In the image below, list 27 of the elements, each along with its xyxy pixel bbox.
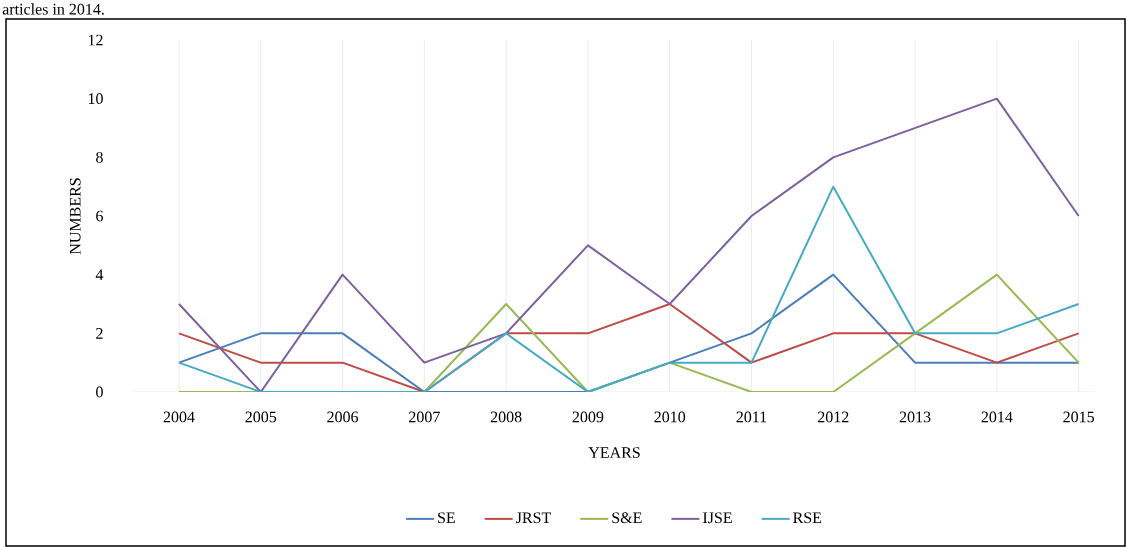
y-tick-label: 4 [95, 269, 104, 280]
x-tick-label: 2006 [327, 411, 359, 423]
x-tick-label: 2004 [163, 411, 195, 423]
legend-label: JRST [516, 512, 552, 524]
text: articles in 2014. [2, 3, 104, 15]
legend-label: SE [438, 512, 455, 524]
legend-label: RSE [793, 512, 822, 524]
x-tick-label: 2012 [817, 411, 849, 423]
x-tick-label: 2014 [981, 411, 1013, 423]
x-tick-label: 2015 [1063, 411, 1095, 423]
x-tick-label: 2007 [409, 411, 440, 423]
x-tick-label: 2011 [736, 411, 767, 423]
y-tick-label: 6 [96, 210, 103, 222]
x-tick-label: 2013 [899, 411, 931, 423]
legend-label: S&E [612, 512, 642, 524]
x-tick-label: 2008 [490, 411, 522, 423]
y-tick-label: 10 [88, 93, 103, 105]
x-tick-label: 2010 [654, 411, 686, 423]
y-tick-label: 8 [96, 151, 103, 163]
y-tick-label: 2 [96, 328, 103, 339]
x-tick-label: 2005 [245, 411, 277, 423]
y-tick-label: 12 [88, 34, 103, 46]
y-axis-title: NUMBERS [69, 178, 81, 255]
legend-label: IJSE [702, 512, 732, 524]
x-tick-label: 2009 [572, 411, 604, 423]
x-axis-title: YEARS [588, 447, 640, 458]
y-tick-label: 0 [96, 386, 103, 398]
